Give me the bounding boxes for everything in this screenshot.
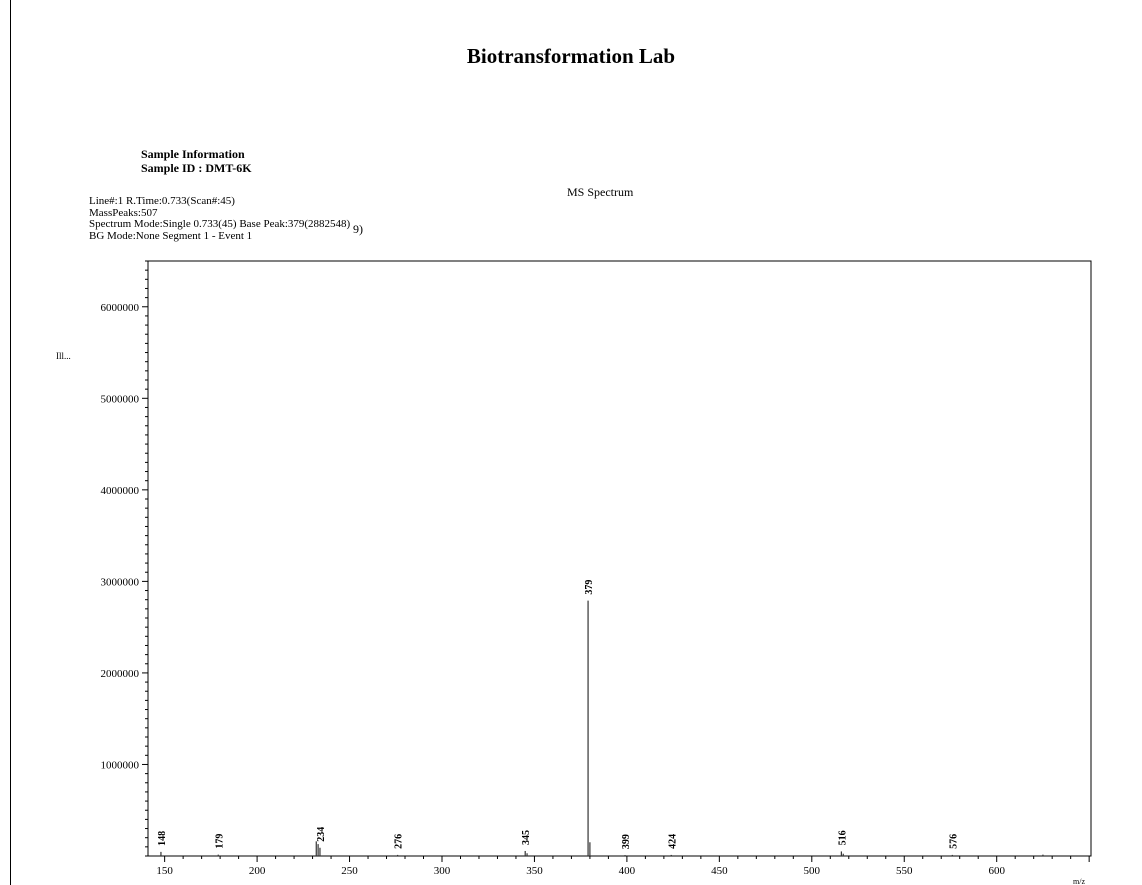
peak-label-424: 424: [667, 834, 678, 849]
y-tick-label: 2000000: [101, 668, 140, 680]
peak-label-234: 234: [316, 827, 327, 842]
x-tick-label: 150: [156, 865, 173, 877]
peak-series: [160, 600, 1044, 856]
y-tick-label: 6000000: [101, 302, 140, 314]
peak-label-399: 399: [621, 834, 632, 849]
sample-info-label: Sample Information: [141, 147, 245, 161]
page-title: Biotransformation Lab: [466, 44, 676, 68]
x-tick-label: 450: [711, 865, 728, 877]
x-tick-label: 300: [434, 865, 451, 877]
sample-info-block: Sample Information Sample ID : DMT-6K: [141, 147, 252, 175]
x-tick-label: 600: [988, 865, 1005, 877]
sample-id: Sample ID : DMT-6K: [141, 161, 252, 175]
y-tick-label: 1000000: [101, 759, 140, 771]
plot-frame: [147, 260, 1092, 857]
peak-label-516: 516: [837, 830, 848, 845]
peak-label-179: 179: [214, 834, 225, 849]
peak-label-276: 276: [394, 834, 405, 849]
x-tick-label: 400: [619, 865, 636, 877]
meta-line-3: Spectrum Mode:Single 0.733(45) Base Peak…: [89, 218, 351, 230]
peak-label-379: 379: [584, 580, 595, 595]
meta-line-2: MassPeaks:507: [89, 206, 158, 219]
x-tick-label: 500: [804, 865, 821, 877]
peak-labels: 148 179 234 276 345 379 399 424 516 576: [157, 580, 959, 849]
x-tick-label: 350: [526, 865, 543, 877]
meta-line-3-extra: 9): [353, 222, 363, 236]
y-axis: 1000000 2000000 3000000 4000000 5000000 60000…: [101, 260, 148, 857]
chart-title: MS Spectrum: [567, 185, 634, 199]
peak-label-148: 148: [157, 831, 168, 846]
y-tick-label: 3000000: [101, 576, 140, 588]
x-tick-label: 250: [341, 865, 358, 877]
page-left-rule: [10, 0, 11, 885]
scan-metadata: Line#:1 R.Time:0.733(Scan#:45) MassPeaks…: [89, 195, 351, 242]
peak-label-576: 576: [948, 834, 959, 849]
y-axis-stray-label: Ill...: [56, 351, 71, 361]
peak-label-345: 345: [521, 830, 532, 845]
y-tick-label: 5000000: [101, 393, 140, 405]
meta-line-1: Line#:1 R.Time:0.733(Scan#:45): [89, 195, 235, 207]
x-axis-label: m/z: [1073, 877, 1085, 885]
x-tick-label: 550: [896, 865, 913, 877]
x-axis: 150 200 250 300 350 400 450 500 550 600: [156, 856, 1090, 877]
y-tick-label: 4000000: [101, 485, 140, 497]
x-tick-label: 200: [249, 865, 266, 877]
meta-line-4: BG Mode:None Segment 1 - Event 1: [89, 229, 253, 242]
